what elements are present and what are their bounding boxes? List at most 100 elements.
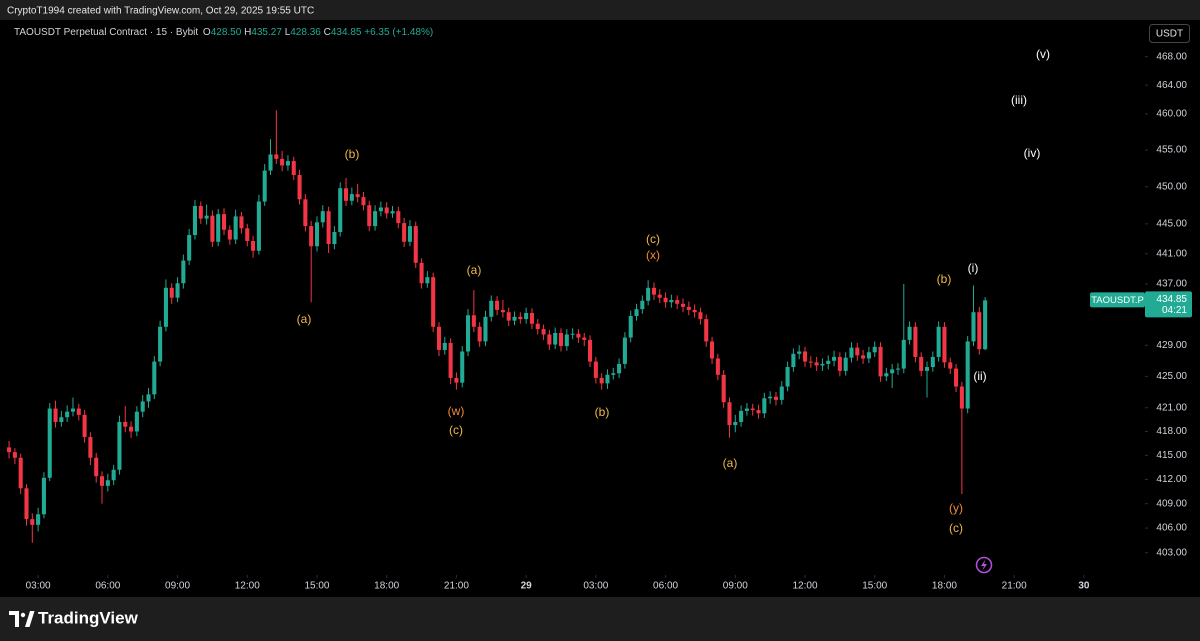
ohlc-key: H <box>244 27 251 38</box>
candle-body <box>466 315 471 352</box>
candle-body <box>866 352 871 359</box>
candle-body <box>436 326 442 350</box>
change: +6.35 (+1.48%) <box>364 27 433 38</box>
candle-body <box>221 214 227 230</box>
y-tick-label: 464.00 <box>1156 80 1187 91</box>
candle-body <box>715 358 720 375</box>
candle-body <box>826 360 831 364</box>
candle-body <box>605 374 610 384</box>
candle-body <box>239 216 244 229</box>
wave-label: (i) <box>968 261 979 275</box>
candle-body <box>506 312 511 321</box>
candle-body <box>582 337 587 340</box>
x-tick-label: 21:00 <box>1002 581 1027 592</box>
x-tick-label: 12:00 <box>792 581 817 592</box>
x-tick-label: 15:00 <box>862 581 887 592</box>
candle-body <box>30 519 35 525</box>
candle-body <box>12 452 17 458</box>
candle-body <box>47 408 52 478</box>
x-tick-label: 06:00 <box>95 581 120 592</box>
candle-body <box>739 410 744 422</box>
x-tick-label: 21:00 <box>444 581 469 592</box>
x-tick-label: 18:00 <box>374 581 399 592</box>
y-tick-label: 468.00 <box>1156 51 1187 62</box>
candle-body <box>297 174 302 200</box>
ohlc-key: L <box>285 27 291 38</box>
candle-body <box>320 211 325 223</box>
candle-body <box>558 332 564 347</box>
candle-body <box>971 312 976 342</box>
wave-label: (iv) <box>1024 146 1041 160</box>
candle-body <box>355 194 360 198</box>
y-tick-label: 441.00 <box>1156 248 1187 259</box>
candle-body <box>704 319 709 342</box>
y-tick-label: 403.00 <box>1156 547 1187 558</box>
candle-body <box>303 199 308 227</box>
y-tick-label: 455.00 <box>1156 145 1187 156</box>
y-tick-label: 425.00 <box>1156 371 1187 382</box>
candle-body <box>832 356 837 361</box>
candle-body <box>634 309 639 317</box>
candle-body <box>338 188 343 233</box>
candle-body <box>727 402 732 426</box>
candle-body <box>640 300 645 310</box>
candle-body <box>535 323 540 330</box>
candle-body <box>942 326 947 363</box>
candle-body <box>593 361 598 378</box>
candle-body <box>99 476 105 486</box>
candle-body <box>913 326 918 357</box>
candle-body <box>791 353 796 368</box>
y-tick-label: 412.00 <box>1156 474 1187 485</box>
candle-body <box>965 341 970 409</box>
top-bar <box>0 0 1200 20</box>
candle-body <box>843 357 848 371</box>
alert-icon[interactable] <box>975 556 993 574</box>
candle-body <box>76 408 81 415</box>
candle-body <box>500 309 505 313</box>
candle-body <box>797 351 802 354</box>
candle-body <box>855 347 860 356</box>
legend-line: TAOUSDT Perpetual Contract · 15 · Bybit … <box>14 27 433 38</box>
y-tick-label: 406.00 <box>1156 523 1187 534</box>
ohlc-value: 435.27 <box>251 27 282 38</box>
candle-body <box>210 215 215 242</box>
candle-body <box>105 480 110 486</box>
candle-body <box>402 223 407 242</box>
y-tick-label: 437.00 <box>1156 279 1187 290</box>
wave-label: (c) <box>646 232 660 246</box>
candle-body <box>710 341 715 359</box>
candle-body <box>24 488 29 520</box>
candle-body <box>425 277 430 284</box>
candle-body <box>373 211 378 227</box>
candle-body <box>442 342 447 350</box>
wave-label: (v) <box>1036 47 1050 61</box>
candle-body <box>721 374 726 403</box>
candle-body <box>431 277 436 327</box>
currency-button[interactable] <box>1149 24 1190 43</box>
symbol: TAOUSDT Perpetual Contract · 15 · Bybit <box>14 27 198 38</box>
candle-body <box>419 262 424 284</box>
price-tag-countdown: 04:21 <box>1162 305 1187 316</box>
candle-body <box>814 362 819 366</box>
candle-body <box>460 351 465 383</box>
candle-body <box>872 346 877 353</box>
logo-t <box>9 611 19 627</box>
wave-label: (a) <box>467 263 482 277</box>
alert-bolt <box>981 559 987 571</box>
candle-body <box>18 457 23 489</box>
candle-body <box>384 207 389 214</box>
candle-body <box>698 312 703 320</box>
candle-body <box>477 326 482 342</box>
candle-body <box>343 188 349 201</box>
candle-body <box>152 361 157 395</box>
candle-body <box>628 316 633 338</box>
x-tick-label: 03:00 <box>583 581 608 592</box>
candle-body <box>518 316 523 320</box>
candle-body <box>216 214 221 242</box>
candle-body <box>65 411 70 418</box>
wave-label: (ii) <box>973 369 986 383</box>
candle-body <box>663 297 668 303</box>
logo-v <box>25 611 35 627</box>
candle-body <box>768 396 773 399</box>
